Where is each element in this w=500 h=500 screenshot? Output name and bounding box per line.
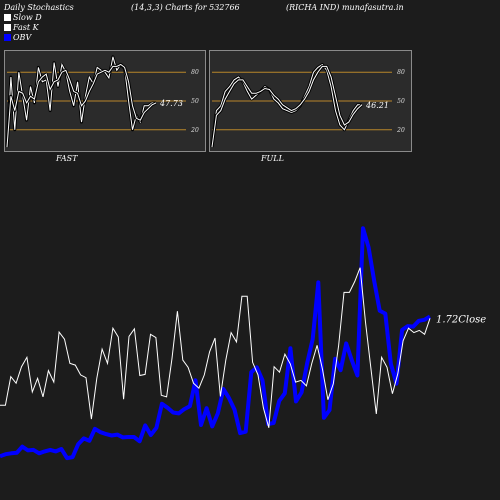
legend-swatch-obv [4, 34, 11, 41]
fast-panel-label: FAST [56, 154, 78, 163]
fast-slow-d-line [6, 63, 157, 148]
legend-swatch-fast-k [4, 24, 11, 31]
fast-fast-k-line [6, 56, 156, 148]
chart-title-right: (RICHA IND) munafasutra.in [286, 3, 404, 12]
full-ytick-80: 80 [397, 69, 405, 76]
fast-ytick-80: 80 [191, 69, 199, 76]
chart-title-center: (14,3,3) Charts for 532766 [131, 3, 240, 12]
legend-label-slow-d: Slow D [13, 13, 42, 22]
legend-slow-d: Slow D [4, 13, 42, 22]
fast-ytick-20: 20 [190, 127, 199, 134]
full-fast-k-line [211, 63, 362, 148]
chart-title-left: Daily Stochastics [4, 3, 74, 12]
fast-stochastic-panel: 20 50 80 47.73 [4, 50, 206, 152]
close-last-value-label: 1.72Close [436, 314, 486, 325]
legend-label-obv: OBV [13, 33, 32, 42]
full-slow-d-line [211, 65, 363, 148]
full-stochastic-panel: 20 50 80 46.21 [209, 50, 412, 152]
legend-fast-k: Fast K [4, 23, 39, 32]
fast-last-value-label: 47.73 [159, 99, 183, 108]
fast-ytick-50: 50 [191, 98, 199, 105]
full-ytick-50: 50 [397, 98, 405, 105]
close-price-line [0, 267, 431, 428]
legend-obv: OBV [4, 33, 31, 42]
legend-swatch-slow-d [4, 14, 11, 21]
full-panel-label: FULL [261, 154, 284, 163]
full-ytick-20: 20 [396, 127, 405, 134]
obv-price-chart: 1.72Close [0, 226, 486, 461]
legend-label-fast-k: Fast K [13, 23, 39, 32]
obv-line [0, 226, 432, 461]
full-last-value-label: 46.21 [365, 101, 389, 110]
